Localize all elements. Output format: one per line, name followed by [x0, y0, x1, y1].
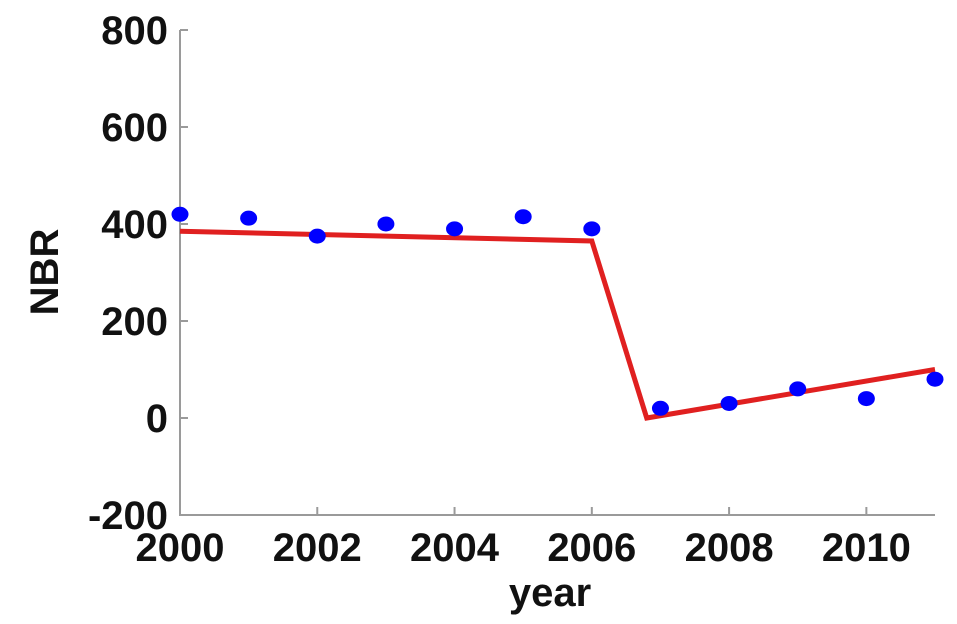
data-point [308, 228, 326, 244]
data-point [857, 391, 875, 407]
fit-line-layer [179, 228, 936, 421]
x-tick-label: 2010 [822, 526, 911, 570]
data-point [171, 206, 189, 222]
data-point [377, 216, 395, 232]
y-tick-label: 200 [101, 300, 168, 344]
data-point [789, 381, 807, 397]
axes-box [179, 30, 935, 516]
y-tick-label: 0 [146, 397, 168, 441]
fit-line [179, 228, 936, 421]
y-axis-title: NBR [23, 229, 67, 316]
data-point [720, 395, 738, 411]
y-tick-label: 600 [101, 106, 168, 150]
axes [179, 30, 935, 516]
y-tick-label: 800 [101, 9, 168, 53]
data-point [514, 209, 532, 225]
x-tick-label: 2000 [136, 526, 225, 570]
x-tick-label: 2006 [547, 526, 636, 570]
x-tick-label: 2004 [410, 526, 500, 570]
y-axis-ticks: 800 600 400 200 0 -200 [88, 9, 188, 538]
y-tick-label: -200 [88, 494, 168, 538]
x-axis-title: year [509, 571, 591, 615]
data-points-layer [171, 206, 944, 416]
x-tick-label: 2002 [273, 526, 362, 570]
data-point [926, 371, 944, 387]
data-point [583, 221, 601, 237]
x-tick-label: 2008 [685, 526, 774, 570]
x-axis-ticks: 2000 2002 2004 2006 2008 2010 [136, 507, 911, 570]
y-tick-label: 400 [101, 203, 168, 247]
data-point [651, 400, 669, 416]
data-point [446, 221, 464, 237]
data-point [240, 210, 258, 226]
